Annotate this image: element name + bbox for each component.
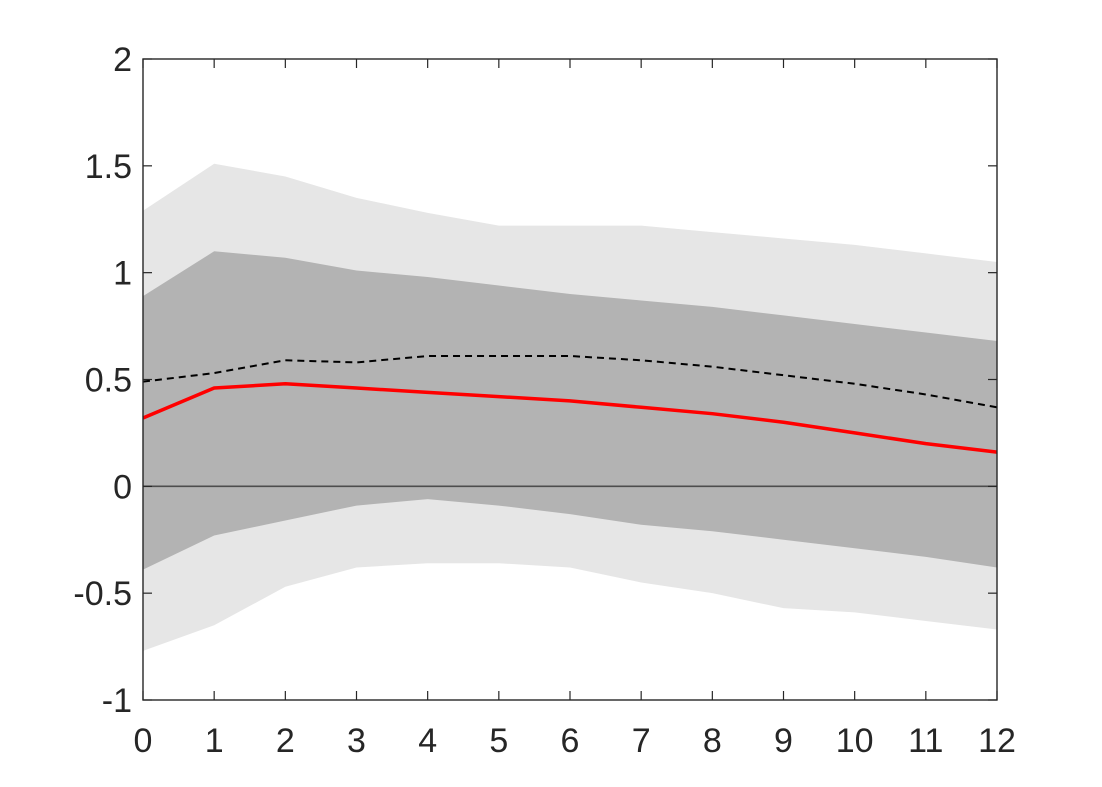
x-tick-label: 10 bbox=[836, 722, 874, 760]
red-line bbox=[142, 382, 998, 454]
x-tick-label: 8 bbox=[703, 722, 722, 760]
confidence-band-2 bbox=[143, 251, 997, 570]
x-tick-label: 2 bbox=[276, 722, 295, 760]
x-tick-label: 3 bbox=[347, 722, 366, 760]
y-tick-label: 2 bbox=[113, 41, 132, 79]
x-tick-label: 5 bbox=[489, 722, 508, 760]
x-tick-label: 9 bbox=[774, 722, 793, 760]
x-axis-ticks: 0 1 2 3 4 5 6 7 8 9 10 11 12 bbox=[134, 59, 1016, 760]
y-tick-label: 0 bbox=[113, 468, 132, 506]
x-tick-label: 6 bbox=[561, 722, 580, 760]
x-tick-label: 12 bbox=[978, 722, 1016, 760]
y-tick-label: 1.5 bbox=[85, 148, 132, 186]
y-tick-label: -1 bbox=[102, 682, 132, 720]
series-lines bbox=[142, 354, 998, 454]
y-axis-ticks: -1 -0.5 0 0.5 1 1.5 2 bbox=[73, 41, 997, 720]
x-tick-label: 11 bbox=[908, 722, 943, 760]
x-tick-label: 7 bbox=[632, 722, 651, 760]
x-tick-label: 4 bbox=[418, 722, 437, 760]
x-tick-label: 1 bbox=[205, 722, 224, 760]
x-tick-label: 0 bbox=[134, 722, 153, 760]
y-tick-label: 0.5 bbox=[85, 362, 132, 400]
y-tick-label: 1 bbox=[113, 255, 132, 293]
y-tick-label: -0.5 bbox=[73, 575, 132, 613]
confidence-bands bbox=[143, 163, 997, 651]
